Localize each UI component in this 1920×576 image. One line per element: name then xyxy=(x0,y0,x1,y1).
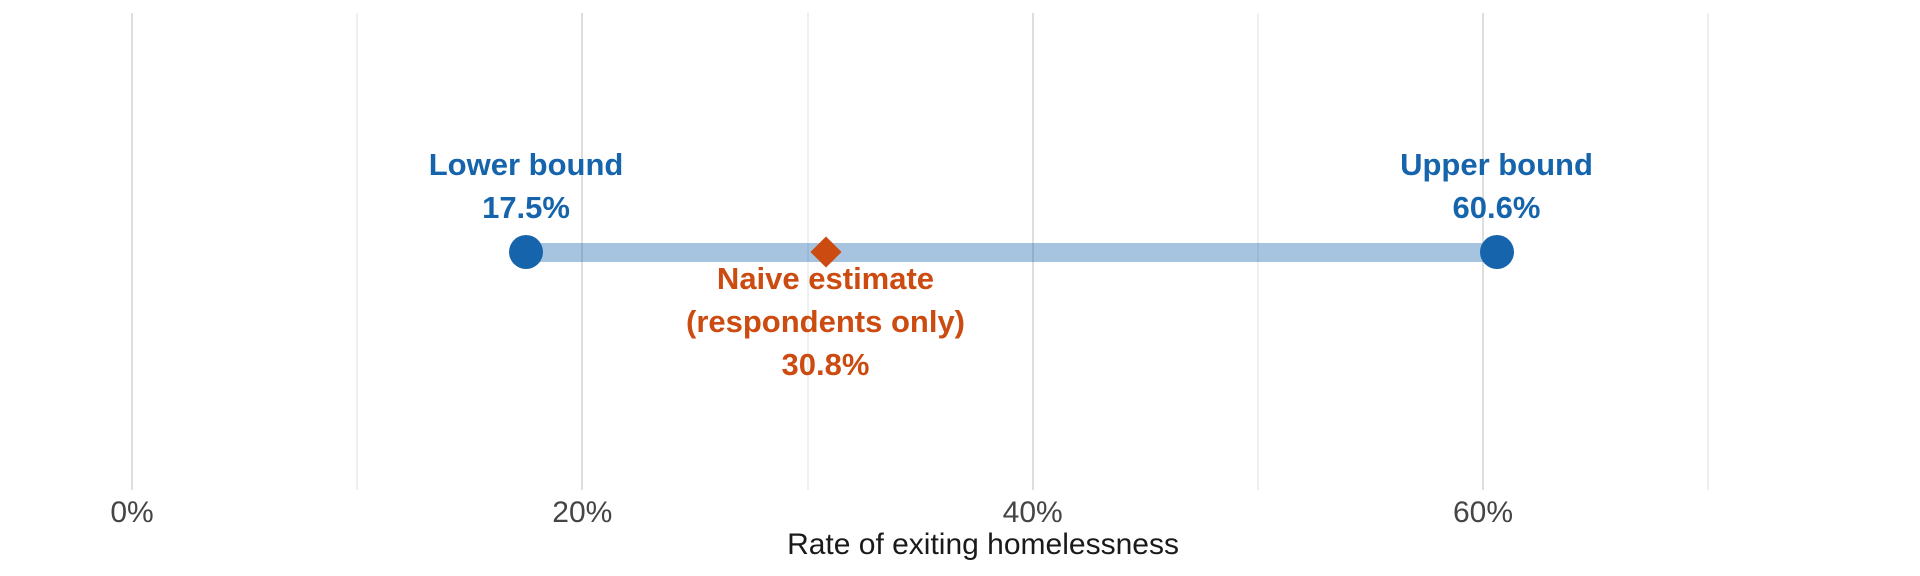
x-tick-label-0-pct: 0% xyxy=(110,496,154,529)
gridline-70-pct xyxy=(1707,13,1710,490)
x-axis-title: Rate of exiting homelessness xyxy=(787,528,1179,561)
upper-bound-marker xyxy=(1479,235,1514,269)
gridline-20-pct xyxy=(581,13,584,490)
gridline-50-pct xyxy=(1256,13,1259,490)
naive-estimate-title-line2: (respondents only) xyxy=(685,304,966,339)
x-tick-label-60-pct: 60% xyxy=(1452,496,1514,529)
lower-bound-value: 17.5% xyxy=(482,190,570,225)
lower-bound-marker xyxy=(509,235,544,269)
upper-bound-value: 60.6% xyxy=(1452,190,1541,225)
range-band xyxy=(526,243,1497,262)
upper-bound-label: Upper bound 60.6% xyxy=(1400,143,1593,229)
gridline-0-pct xyxy=(131,13,133,490)
gridline-10-pct xyxy=(356,13,359,490)
gridline-40-pct xyxy=(1031,13,1034,490)
x-tick-label-20-pct: 20% xyxy=(552,496,613,529)
lower-bound-label: Lower bound 17.5% xyxy=(429,143,624,229)
naive-estimate-title-line1: Naive estimate xyxy=(716,261,935,296)
naive-estimate-value: 30.8% xyxy=(781,347,870,382)
lower-bound-title: Lower bound xyxy=(428,147,624,182)
naive-estimate-label: Naive estimate (respondents only) 30.8% xyxy=(686,257,965,386)
gridline-30-pct xyxy=(806,13,809,490)
upper-bound-title: Upper bound xyxy=(1400,147,1593,182)
x-tick-label-40-pct: 40% xyxy=(1002,496,1063,529)
